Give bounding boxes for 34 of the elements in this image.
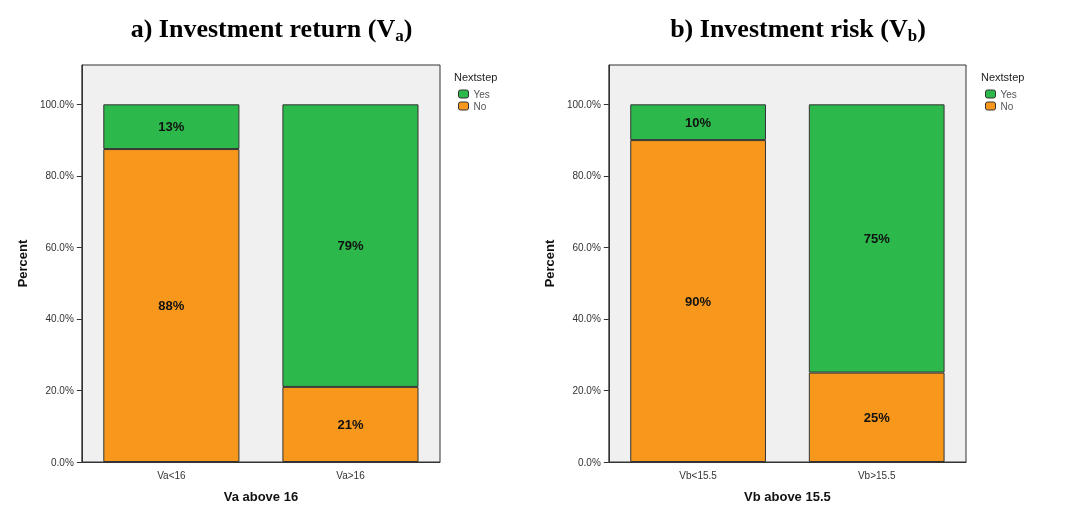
y-tick-label: 80.0% — [572, 170, 601, 182]
y-tick-label: 20.0% — [45, 384, 74, 396]
legend-label: No — [1000, 100, 1014, 112]
y-tick-label: 100.0% — [39, 98, 74, 110]
data-label: 13% — [158, 119, 185, 135]
y-tick-label: 20.0% — [572, 384, 601, 396]
data-label: 21% — [337, 416, 364, 432]
y-tick-label: 80.0% — [45, 170, 74, 182]
y-tick-label: 0.0% — [578, 456, 601, 468]
x-axis-title: Va above 16 — [223, 489, 299, 504]
y-axis-title: Percent — [15, 238, 30, 288]
x-tick-label: Va>16 — [336, 469, 366, 481]
data-label: 79% — [337, 238, 364, 254]
data-label: 90% — [685, 293, 712, 309]
x-tick-label: Va<16 — [157, 469, 187, 481]
x-axis-title: Vb above 15.5 — [744, 489, 831, 504]
data-label: 75% — [863, 230, 891, 246]
legend-title: Nextstep — [981, 70, 1025, 83]
y-tick-label: 100.0% — [566, 98, 601, 110]
legend-label: Yes — [473, 88, 490, 100]
data-label: 25% — [863, 409, 891, 425]
y-tick-label: 60.0% — [45, 241, 74, 253]
y-tick-label: 40.0% — [572, 313, 601, 325]
y-axis-title: Percent — [542, 238, 557, 288]
y-tick-label: 40.0% — [45, 313, 74, 325]
legend-title: Nextstep — [454, 70, 498, 83]
legend-label: No — [473, 100, 487, 112]
data-label: 88% — [158, 298, 185, 314]
legend-label: Yes — [1000, 88, 1017, 100]
y-tick-label: 0.0% — [51, 456, 74, 468]
y-tick-label: 60.0% — [572, 241, 601, 253]
x-tick-label: Vb>15.5 — [857, 469, 896, 481]
x-tick-label: Vb<15.5 — [679, 469, 718, 481]
data-label: 10% — [685, 114, 712, 130]
